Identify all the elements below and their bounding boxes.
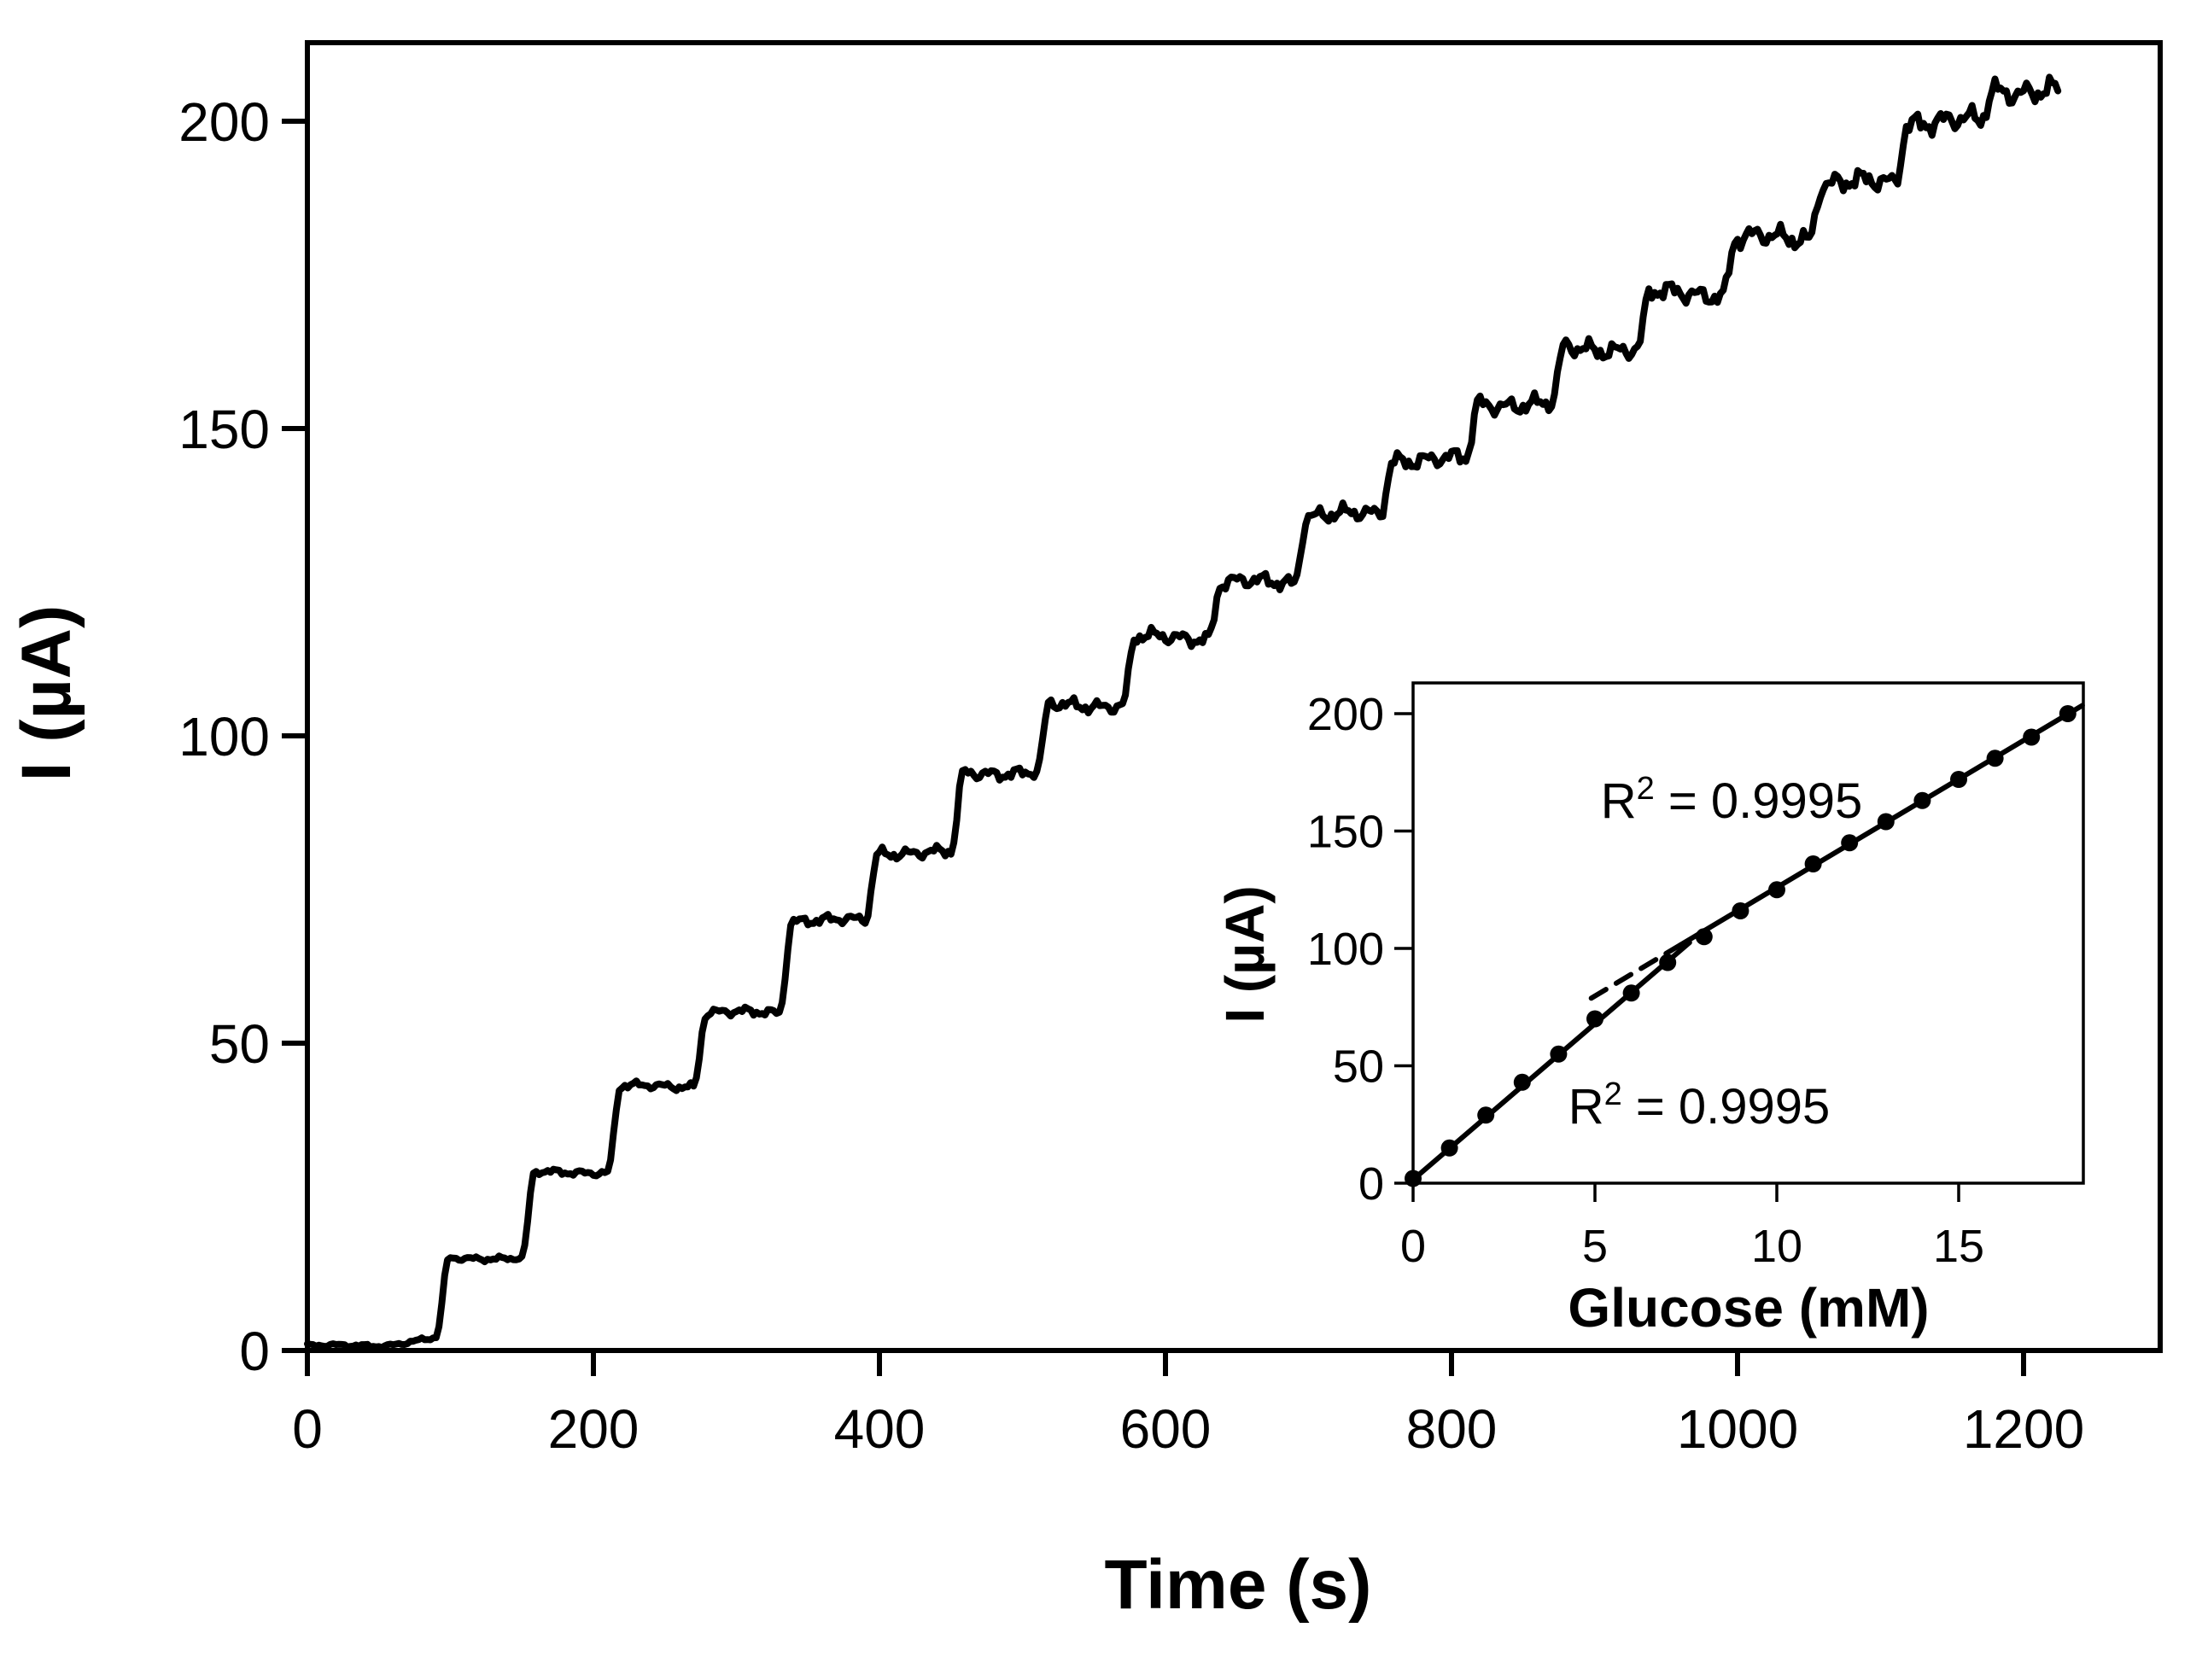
main-x-tick-label: 600: [1120, 1398, 1212, 1460]
calibration-point: [1550, 1045, 1568, 1063]
main-x-tick-label: 200: [548, 1398, 640, 1460]
calibration-point: [1986, 750, 2004, 767]
inset-x-tick-label: 0: [1400, 1221, 1426, 1272]
inset-x-tick-label: 15: [1933, 1221, 1984, 1272]
calibration-point: [1950, 771, 1967, 788]
calibration-point: [1732, 902, 1749, 919]
calibration-point: [1768, 881, 1785, 899]
calibration-point: [1877, 813, 1895, 831]
main-plot-box: [305, 40, 2163, 1353]
calibration-point: [1659, 954, 1677, 971]
main-y-tick-label: 150: [178, 399, 270, 460]
main-y-tick-label: 100: [178, 706, 270, 767]
calibration-point: [1622, 984, 1640, 1002]
inset-y-tick-label: 100: [1307, 924, 1384, 975]
main-y-tick-label: 50: [209, 1013, 270, 1075]
inset-calibration-plot: 0 50 100 150 200 0 5 10 15: [1307, 681, 2085, 1272]
inset-y-tick-label: 50: [1333, 1041, 1384, 1093]
main-y-tick-label: 0: [239, 1321, 270, 1382]
calibration-point: [1913, 791, 1931, 809]
inset-y-axis-title: I (µA): [1214, 885, 1276, 1023]
calibration-point: [1586, 1010, 1603, 1028]
inset-plot-box: [1411, 681, 2085, 1185]
main-x-axis-title: Time (s): [1105, 1546, 1372, 1624]
main-x-tick-label: 400: [834, 1398, 926, 1460]
calibration-point: [1477, 1106, 1495, 1124]
main-current-trace: [304, 73, 2062, 1351]
calibration-point: [1841, 834, 1859, 852]
r2-annotation-high-fit: R2 = 0.9995: [1601, 771, 1863, 829]
main-y-axis-title: I (µA): [8, 605, 85, 782]
main-x-tick-label: 1200: [1963, 1398, 2084, 1460]
calibration-point: [1804, 855, 1822, 872]
inset-x-tick-label: 10: [1751, 1221, 1802, 1272]
main-x-tick-label: 0: [292, 1398, 323, 1460]
main-x-tick-label: 1000: [1677, 1398, 1798, 1460]
inset-high-range-fit-extension-line: [1588, 942, 1684, 1001]
calibration-point: [1440, 1139, 1458, 1157]
calibration-point: [1405, 1170, 1422, 1187]
main-y-tick-label: 200: [178, 91, 270, 153]
calibration-point: [2059, 705, 2077, 722]
calibration-point: [1513, 1073, 1531, 1091]
main-x-tick-label: 800: [1406, 1398, 1498, 1460]
inset-x-axis-title: Glucose (mM): [1568, 1277, 1929, 1339]
calibration-point: [1695, 928, 1713, 946]
inset-low-range-fit-line: [1411, 940, 1692, 1182]
r2-annotation-low-fit: R2 = 0.9995: [1568, 1076, 1831, 1135]
calibration-point: [2023, 728, 2041, 746]
inset-y-tick-label: 200: [1307, 689, 1384, 740]
inset-y-tick-label: 0: [1358, 1158, 1384, 1210]
inset-y-tick-label: 150: [1307, 807, 1384, 858]
inset-x-tick-label: 5: [1582, 1221, 1608, 1272]
